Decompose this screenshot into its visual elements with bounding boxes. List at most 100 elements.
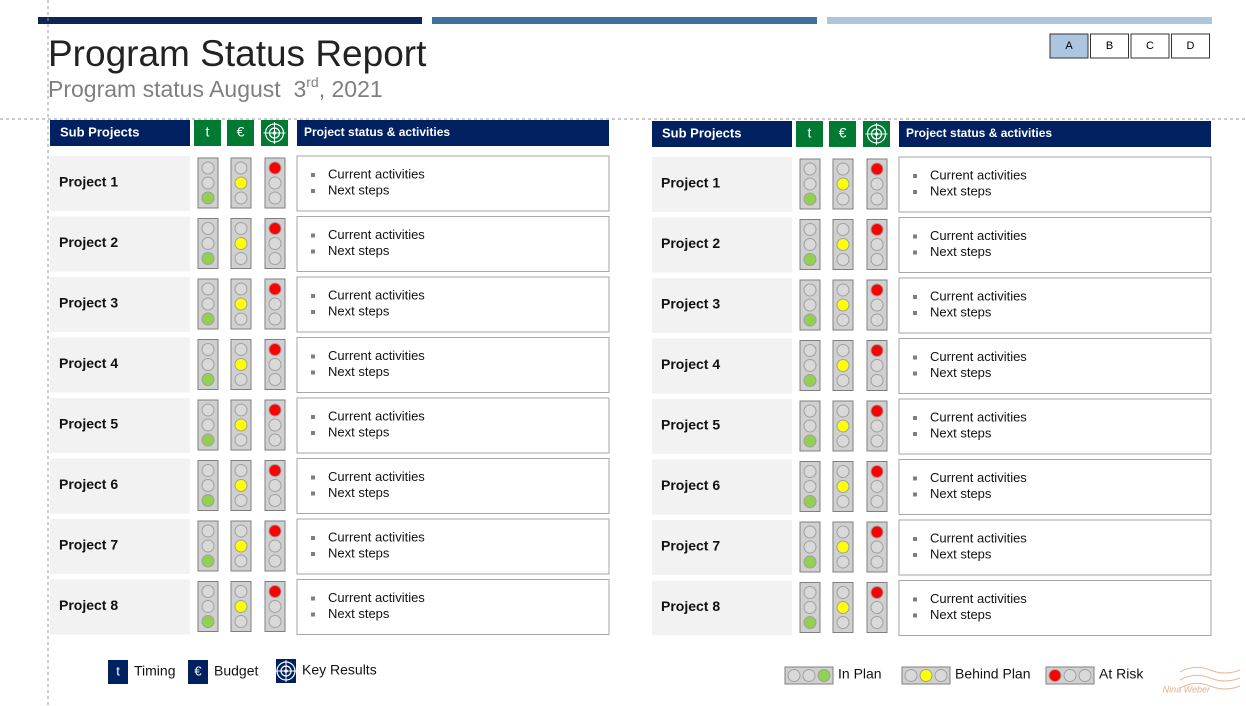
light-bulb — [934, 669, 948, 682]
bullet — [913, 311, 917, 315]
legend-icon — [188, 660, 208, 684]
light-bulb — [1063, 669, 1077, 682]
bar-mid — [432, 17, 817, 24]
light-bulb — [836, 283, 850, 297]
light-bulb — [268, 191, 282, 205]
status-cell — [898, 459, 1212, 515]
light-bulb — [836, 495, 850, 508]
name-cell — [652, 399, 792, 454]
project-name: Project 3 — [661, 296, 720, 312]
bullet — [311, 415, 315, 419]
light-bulb — [803, 298, 817, 312]
light-bulb — [870, 480, 884, 493]
header-cell — [829, 121, 856, 147]
status-item: Next steps — [328, 243, 390, 258]
light-bulb — [803, 555, 817, 569]
project-name: Project 6 — [59, 476, 118, 492]
light-bulb — [803, 253, 817, 266]
logo-waves — [1179, 666, 1241, 690]
light-bulb — [836, 434, 850, 448]
light-bulb — [268, 479, 282, 492]
tab — [1049, 33, 1089, 59]
light-bulb — [268, 358, 282, 371]
light-bulb — [803, 238, 817, 251]
header-cell — [297, 120, 609, 146]
status-cell — [296, 276, 610, 333]
light-bulb — [201, 464, 215, 477]
legend-label: Timing — [134, 663, 176, 679]
bullet — [311, 233, 315, 238]
legend-icon — [108, 660, 128, 684]
status-item: Current activities — [930, 288, 1027, 303]
light-bulb — [803, 540, 817, 554]
light-bulb — [803, 283, 817, 297]
title: Program Status Report — [48, 33, 427, 74]
tab — [1171, 33, 1210, 59]
status-cell — [898, 217, 1212, 273]
light-bulb — [268, 176, 282, 190]
status-item: Current activities — [930, 591, 1027, 606]
bar-dark — [38, 17, 422, 24]
light-bulb — [234, 539, 248, 553]
name-cell — [50, 216, 190, 272]
subtitle-text: Program status August 3 — [48, 76, 306, 102]
project-name: Project 8 — [661, 598, 720, 614]
status-item: Next steps — [930, 183, 992, 198]
light-bulb — [836, 162, 850, 176]
light-bulb — [268, 585, 282, 598]
light-bulb — [234, 237, 248, 250]
light-bulb — [836, 480, 850, 493]
light-bulb — [870, 298, 884, 312]
status-item: Current activities — [328, 529, 425, 544]
status-item: Current activities — [328, 590, 425, 605]
bullet — [913, 553, 917, 557]
status-item: Current activities — [930, 530, 1027, 545]
light-bulb — [870, 419, 884, 433]
bullet — [311, 173, 315, 177]
name-cell — [652, 459, 792, 515]
light-bulb — [268, 554, 282, 568]
light-bulb — [234, 433, 248, 447]
project-name: Project 8 — [59, 597, 118, 613]
light-bulb — [870, 359, 884, 372]
light-bulb — [870, 223, 884, 236]
light-bulb — [1048, 669, 1062, 682]
bullet — [311, 612, 315, 617]
light-bulb — [803, 616, 817, 629]
status-item: Next steps — [930, 607, 992, 622]
status-cell — [898, 519, 1212, 576]
project-name: Project 2 — [661, 235, 720, 251]
bar-light — [827, 17, 1212, 24]
subtitle-sup: rd — [306, 74, 318, 90]
tab-label: D — [1187, 40, 1195, 52]
light-bulb — [234, 554, 248, 568]
status-item: Next steps — [930, 425, 992, 440]
light-bulb — [268, 297, 282, 311]
light-bulb — [836, 540, 850, 554]
light-bulb — [836, 419, 850, 433]
light-bulb — [201, 585, 215, 598]
status-cell — [898, 277, 1212, 334]
name-cell — [652, 338, 792, 394]
status-item: Next steps — [930, 365, 992, 380]
light-bulb — [201, 252, 215, 265]
status-item: Current activities — [328, 166, 425, 181]
bullet — [311, 310, 315, 314]
status-item: Current activities — [930, 470, 1027, 485]
light-bulb — [836, 404, 850, 418]
status-item: Current activities — [930, 228, 1027, 243]
bullet — [311, 249, 315, 254]
light-bulb — [268, 539, 282, 553]
status-item: Current activities — [328, 408, 425, 423]
light-bulb — [201, 418, 215, 432]
light-bulb — [234, 418, 248, 432]
light-bulb — [803, 177, 817, 191]
light-bulb — [870, 374, 884, 387]
name-cell — [652, 520, 792, 575]
legend-label: In Plan — [838, 666, 882, 682]
light-bulb — [234, 161, 248, 175]
bullet — [913, 537, 917, 541]
light-bulb — [268, 524, 282, 538]
project-name: Project 7 — [59, 537, 118, 553]
status-item: Current activities — [930, 167, 1027, 182]
